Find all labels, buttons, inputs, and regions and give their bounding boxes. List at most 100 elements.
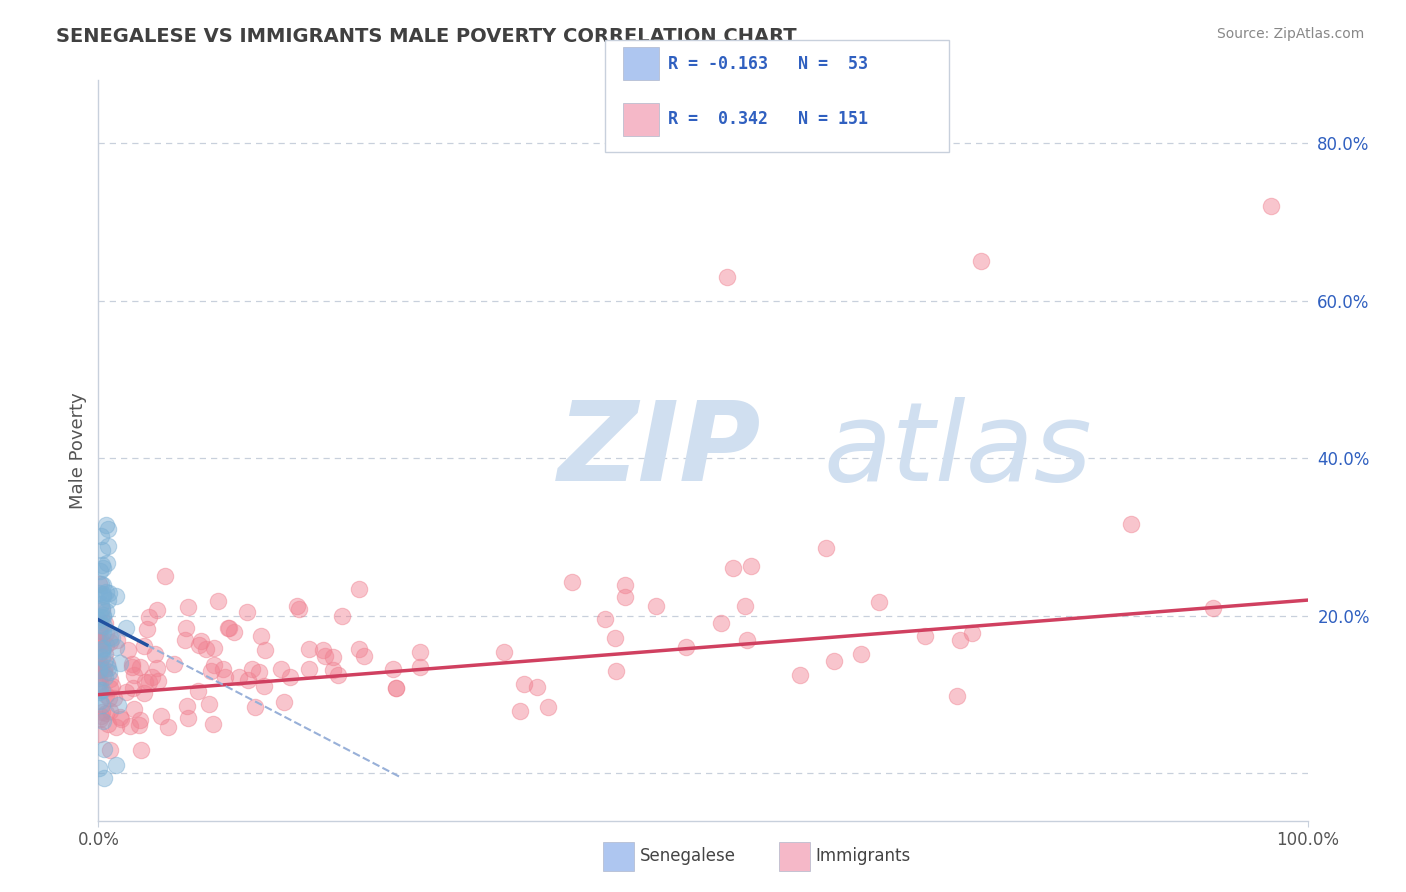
Point	[91, 610, 114, 624]
Point	[91, 624, 114, 639]
Point	[91, 560, 114, 574]
Point	[710, 615, 733, 630]
Point	[110, 712, 132, 726]
Point	[121, 681, 143, 695]
Point	[87, 635, 110, 649]
Point	[177, 599, 200, 614]
Point	[250, 629, 273, 643]
Point	[90, 577, 112, 591]
Point	[87, 663, 110, 677]
Point	[960, 625, 983, 640]
Point	[89, 662, 111, 676]
Point	[347, 582, 370, 597]
Point	[90, 698, 112, 713]
Point	[382, 662, 405, 676]
Point	[98, 665, 121, 679]
Point	[254, 642, 277, 657]
Point	[100, 632, 122, 646]
Point	[247, 665, 270, 680]
Point	[91, 558, 114, 573]
Point	[288, 602, 311, 616]
Point	[97, 522, 120, 536]
Point	[1119, 517, 1142, 532]
Point	[91, 608, 114, 623]
Point	[605, 632, 627, 646]
Point	[675, 640, 697, 654]
Point	[90, 642, 112, 657]
Point	[96, 556, 118, 570]
Point	[89, 624, 111, 638]
Point	[128, 714, 150, 728]
Point	[103, 691, 125, 706]
Point	[87, 640, 110, 654]
Point	[114, 684, 136, 698]
Point	[129, 742, 152, 756]
Point	[298, 662, 321, 676]
Point	[537, 699, 560, 714]
Point	[93, 666, 115, 681]
Point	[328, 667, 350, 681]
Point	[207, 594, 229, 608]
Point	[243, 700, 266, 714]
Point	[96, 604, 118, 618]
Point	[93, 662, 115, 676]
Point	[107, 698, 129, 713]
Point	[120, 719, 142, 733]
Point	[202, 640, 225, 655]
Point	[150, 708, 173, 723]
Point	[946, 690, 969, 704]
Point	[93, 641, 115, 656]
Point	[94, 670, 117, 684]
Point	[914, 629, 936, 643]
Text: atlas: atlas	[824, 397, 1092, 504]
Point	[138, 610, 160, 624]
Point	[90, 664, 112, 678]
Point	[228, 670, 250, 684]
Point	[645, 599, 668, 614]
Point	[87, 647, 110, 661]
Point	[98, 704, 121, 718]
Text: Source: ZipAtlas.com: Source: ZipAtlas.com	[1216, 27, 1364, 41]
Point	[322, 663, 344, 677]
Point	[93, 653, 115, 667]
Point	[104, 758, 127, 772]
Point	[87, 675, 110, 690]
Point	[87, 577, 110, 591]
Point	[494, 644, 516, 658]
Point	[101, 679, 124, 693]
Point	[526, 680, 548, 694]
Point	[190, 634, 212, 648]
Point	[96, 657, 118, 672]
Point	[200, 664, 222, 678]
Point	[214, 670, 236, 684]
Point	[278, 670, 301, 684]
Point	[89, 727, 111, 741]
Point	[138, 675, 160, 690]
Point	[89, 694, 111, 708]
Point	[814, 541, 837, 555]
Point	[132, 639, 155, 653]
Point	[90, 529, 112, 543]
Point	[93, 615, 115, 630]
Point	[347, 641, 370, 656]
Point	[98, 635, 121, 649]
Point	[236, 673, 259, 688]
Point	[89, 634, 111, 648]
Point	[312, 643, 335, 657]
Point	[98, 586, 121, 600]
Point	[93, 742, 115, 756]
Point	[134, 675, 156, 690]
Point	[143, 647, 166, 661]
Point	[90, 610, 112, 624]
Point	[108, 656, 131, 670]
Point	[253, 679, 276, 693]
Point	[104, 589, 127, 603]
Point	[141, 670, 163, 684]
Point	[716, 270, 738, 285]
Point	[204, 657, 226, 672]
Point	[509, 704, 531, 718]
Point	[868, 594, 890, 608]
Point	[98, 681, 121, 696]
Point	[87, 684, 110, 698]
Point	[87, 761, 110, 775]
